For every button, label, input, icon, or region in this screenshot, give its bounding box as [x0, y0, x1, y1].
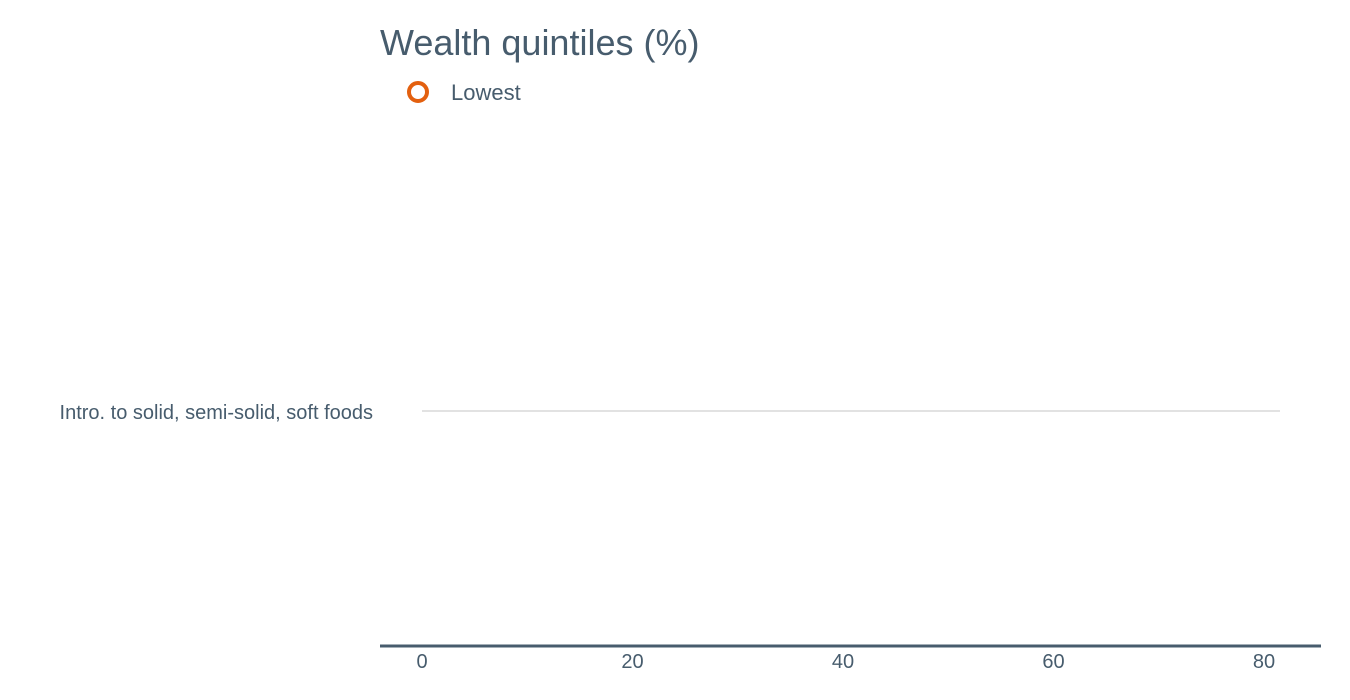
category-axis: Intro. to solid, semi-solid, soft foods	[60, 402, 373, 424]
chart-title: Wealth quintiles (%)	[380, 22, 699, 63]
x-tick-label: 60	[1042, 651, 1064, 673]
x-tick-label: 80	[1253, 651, 1275, 673]
x-tick-label: 40	[832, 651, 854, 673]
legend-label-lowest: Lowest	[451, 80, 521, 105]
legend-marker-lowest	[407, 81, 429, 103]
x-axis-ticks: 0 20 40 60 80	[416, 651, 1275, 673]
x-tick-label: 0	[416, 651, 427, 673]
x-tick-label: 20	[621, 651, 643, 673]
category-label: Intro. to solid, semi-solid, soft foods	[60, 402, 373, 424]
legend: Lowest	[407, 80, 521, 105]
